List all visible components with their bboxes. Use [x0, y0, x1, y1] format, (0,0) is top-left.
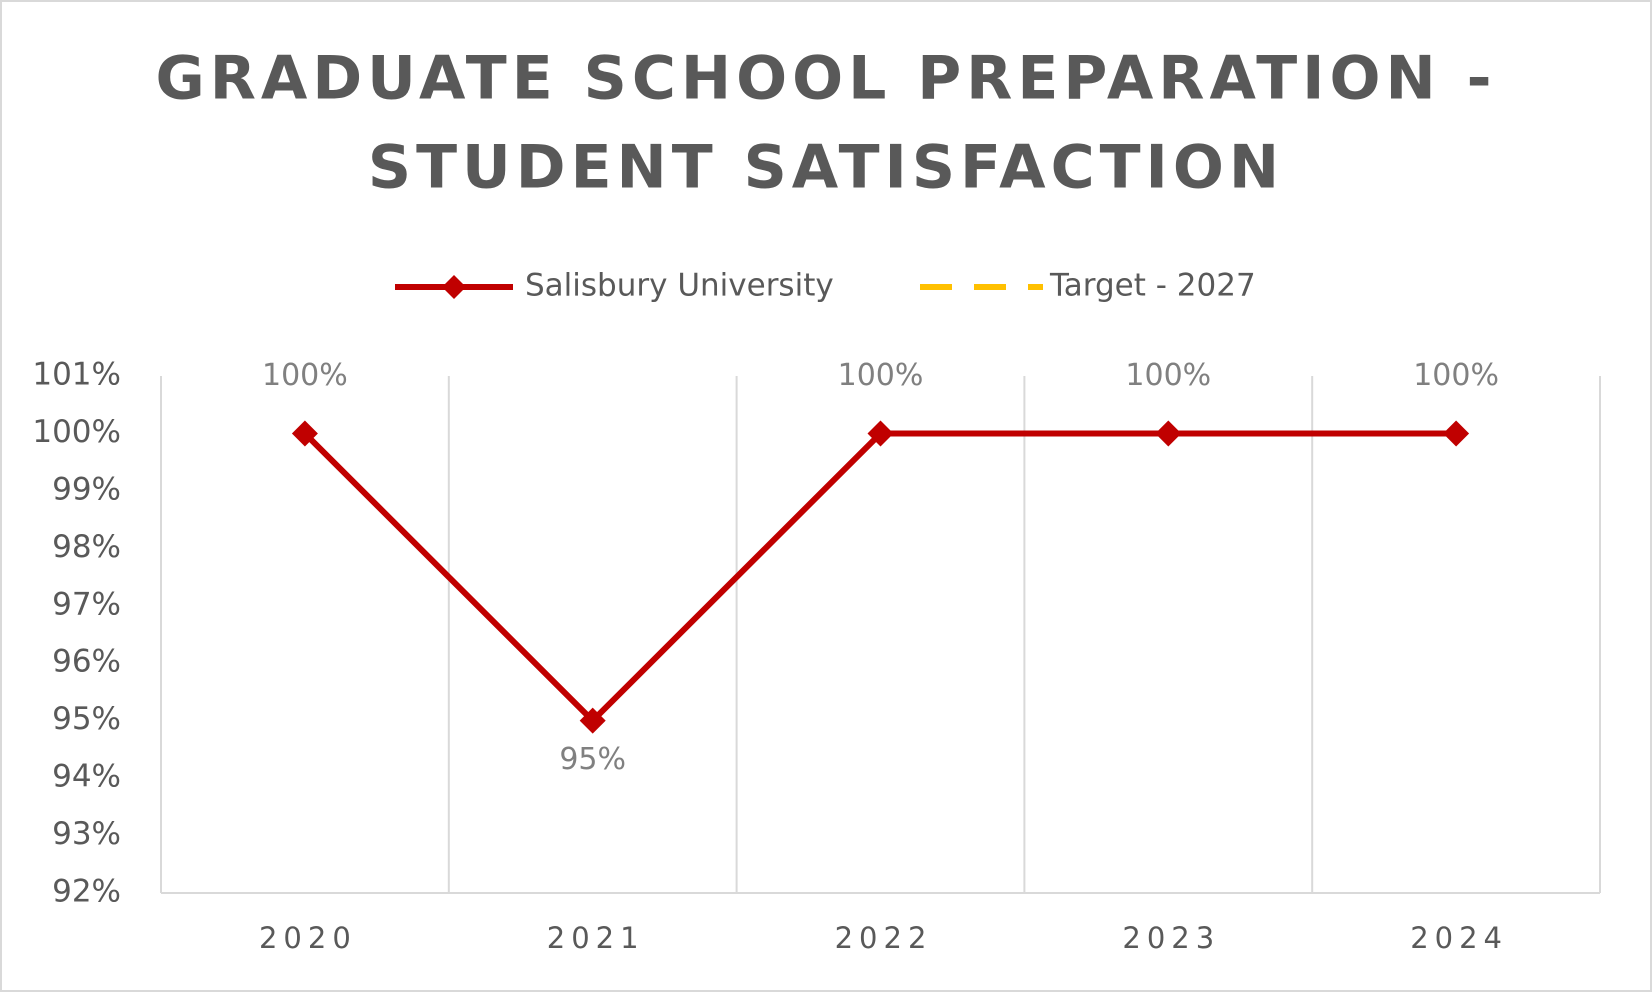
data-label: 100%: [1125, 358, 1211, 393]
chart-title: GRADUATE SCHOOL PREPARATION -: [155, 44, 1496, 114]
x-tick-label: 2022: [835, 921, 933, 955]
x-tick-label: 2021: [547, 921, 645, 955]
y-tick-label: 101%: [32, 357, 121, 393]
x-tick-label: 2020: [259, 921, 357, 955]
legend-label: Salisbury University: [525, 268, 834, 304]
y-tick-label: 92%: [52, 874, 121, 910]
x-tick-label: 2023: [1122, 921, 1220, 955]
y-tick-label: 100%: [32, 414, 121, 450]
y-tick-label: 97%: [52, 586, 121, 622]
point-marker: [1443, 420, 1470, 447]
y-tick-label: 98%: [52, 529, 121, 565]
chart-title: STUDENT SATISFACTION: [368, 133, 1284, 203]
data-label: 100%: [262, 358, 348, 393]
data-label: 100%: [838, 358, 924, 393]
x-tick-label: 2024: [1410, 921, 1508, 955]
y-tick-label: 94%: [52, 759, 121, 795]
y-tick-label: 95%: [52, 701, 121, 737]
y-tick-label: 99%: [52, 471, 121, 507]
point-marker: [1155, 420, 1182, 447]
y-tick-label: 93%: [52, 816, 121, 852]
legend-marker: [442, 275, 466, 299]
data-label: 95%: [559, 742, 626, 777]
point-marker: [579, 707, 606, 734]
point-marker: [867, 420, 894, 447]
legend-label: Target - 2027: [1049, 268, 1256, 304]
y-tick-label: 96%: [52, 644, 121, 680]
data-label: 100%: [1413, 358, 1499, 393]
point-marker: [291, 420, 318, 447]
